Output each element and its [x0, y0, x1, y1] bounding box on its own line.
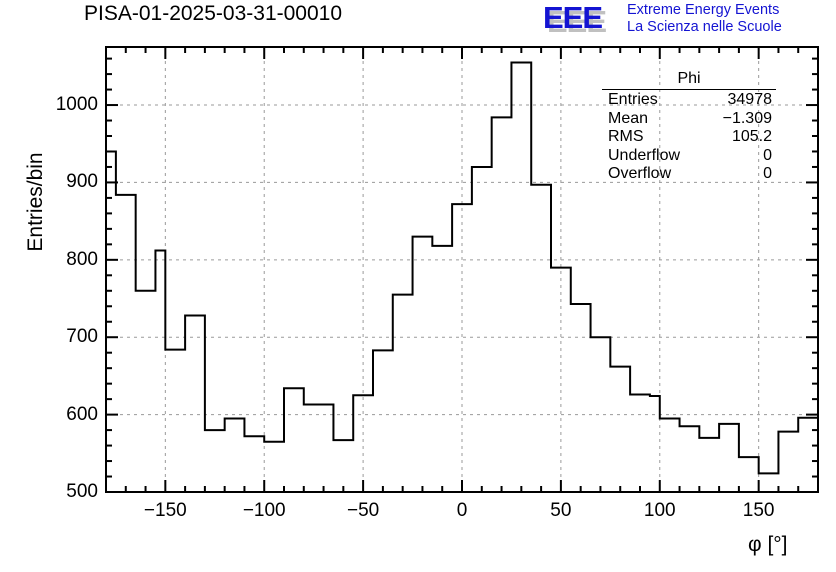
stats-row: Entries 34978	[602, 91, 776, 110]
y-tick-label: 700	[66, 326, 98, 348]
x-tick-label: 50	[550, 500, 572, 521]
stats-row-value: 0	[763, 146, 772, 164]
stats-row: Underflow 0	[602, 147, 776, 166]
stats-row: Overflow 0	[602, 165, 776, 184]
page-title: PISA-01-2025-03-31-00010	[84, 2, 343, 25]
x-axis-title: φ [°]	[748, 533, 788, 556]
histogram-outline	[105, 61, 819, 492]
stats-row-label: Mean	[608, 109, 649, 127]
stats-divider	[602, 89, 776, 90]
stats-row-label: RMS	[608, 128, 644, 145]
eee-logo-mark-front: EEE	[543, 0, 603, 35]
stats-row-value: 0	[763, 165, 772, 182]
stats-row-value: 105.2	[731, 128, 772, 145]
eee-logo: EEE EEE Extreme Energy Events La Scienza…	[543, 0, 833, 39]
axis-ticks	[105, 47, 819, 493]
eee-logo-line2: La Scienza nelle Scuole	[627, 18, 782, 35]
x-tick-label: 150	[742, 500, 775, 521]
stats-row: Mean −1.309	[602, 110, 776, 129]
stats-box: Phi Entries 34978 Mean −1.309 RMS 105.2 Underf…	[602, 70, 776, 184]
x-tick-label: 0	[456, 500, 468, 521]
eee-logo-mark-shadow: EEE	[547, 4, 607, 39]
stats-row-value: 34978	[727, 91, 773, 108]
stats-row: RMS 105.2	[602, 128, 776, 147]
stats-row-label: Underflow	[608, 146, 681, 164]
x-tick-label: 100	[643, 500, 676, 521]
y-tick-label: 800	[66, 248, 98, 270]
y-tick-label: 600	[66, 403, 98, 425]
x-tick-label: −100	[242, 500, 286, 521]
y-tick-label: 500	[66, 481, 98, 502]
stats-row-value: −1.309	[722, 109, 772, 127]
eee-logo-line1: Extreme Energy Events	[627, 2, 780, 18]
stats-rows: Entries 34978 Mean −1.309 RMS 105.2 Underflow 0…	[602, 91, 776, 184]
stats-title: Phi	[677, 70, 701, 87]
y-tick-label: 1000	[55, 94, 98, 116]
x-tick-label: −50	[346, 500, 380, 521]
eee-logo-text: Extreme Energy Events La Scienza nelle S…	[627, 2, 782, 35]
x-tick-label: −150	[143, 500, 187, 521]
stats-row-label: Entries	[608, 91, 658, 108]
y-tick-label: 900	[66, 171, 98, 193]
stats-row-label: Overflow	[608, 165, 672, 182]
